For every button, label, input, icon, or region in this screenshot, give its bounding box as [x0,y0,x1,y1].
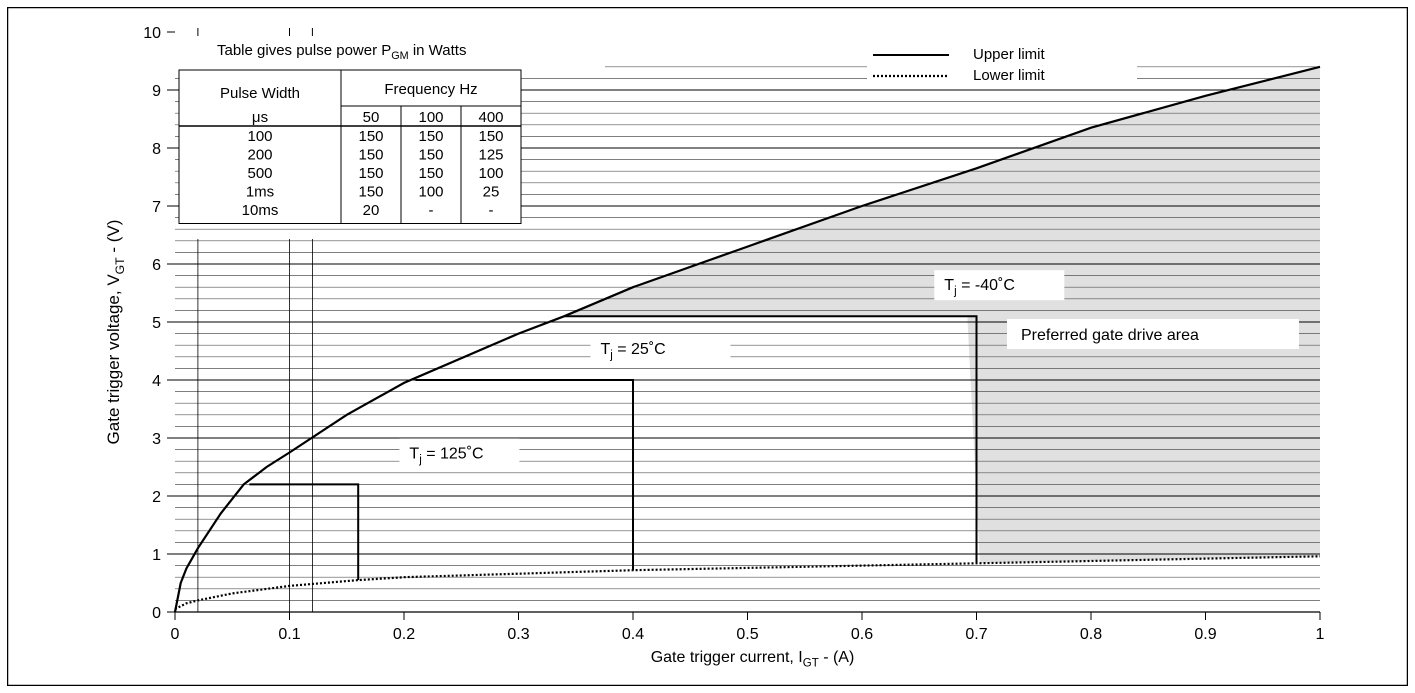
table-cell: 150 [358,184,383,201]
table-cell: 150 [418,128,443,145]
table-cell: 200 [247,147,272,164]
y-tick-label: 5 [152,315,161,332]
temp-label-1: Tj = 25˚C [600,341,665,361]
table-cell: - [489,202,494,219]
table-cell: 150 [418,147,443,164]
table-header-pulse-width: Pulse Width [220,85,300,102]
table-cell: 20 [363,202,380,219]
y-tick-label: 8 [152,141,161,158]
series-upper-limit [173,65,1321,613]
y-tick-label: 10 [143,25,161,42]
legend: Upper limit Lower limit [867,35,1137,85]
y-tick-label: 3 [152,431,161,448]
legend-label-lower: Lower limit [973,67,1046,84]
y-tick-label: 7 [152,199,161,216]
table-box [178,69,522,224]
x-tick-label: 0.7 [965,626,987,643]
table-cell: 10ms [242,202,279,219]
legend-bg [867,35,1137,85]
preferred-label-bg [1007,319,1299,349]
table-cell: 100 [478,165,503,182]
table-freq-col: 50 [363,109,380,126]
temp-label-2: Tj = -40˚C [944,277,1015,297]
y-axis-label: Gate trigger voltage, VGT - (V) [104,220,127,445]
y-tick-label: 4 [152,373,161,390]
legend-label-upper: Upper limit [973,46,1046,63]
preferred-area-fill [564,66,1320,564]
x-axis-label: Gate trigger current, IGT - (A) [651,649,855,669]
temp-label-0: Tj = 125˚C [409,445,483,465]
x-tick-label: 0.1 [278,626,300,643]
y-tick-label: 9 [152,83,161,100]
x-tick-label: 1 [1316,626,1325,643]
x-tick-label: 0.6 [851,626,873,643]
x-tick-label: 0 [171,626,180,643]
table-cell: 1ms [246,184,274,201]
table-cell: 150 [358,128,383,145]
table-cell: - [429,202,434,219]
x-tick-label: 0.4 [622,626,644,643]
table-cell: 150 [358,165,383,182]
temp-label-bg [934,270,1065,301]
table-title: Table gives pulse power PGM in Watts [217,42,466,62]
y-tick-label: 2 [152,489,161,506]
y-tick-label: 1 [152,547,161,564]
table-cell: 150 [478,128,503,145]
table-cell: 100 [418,184,443,201]
table-header-unit: μs [252,109,268,126]
table-header-frequency: Frequency Hz [384,81,477,98]
table-cell: 150 [418,165,443,182]
y-tick-label: 6 [152,257,161,274]
table-title-bg [175,32,605,70]
chart-frame: Table gives pulse power PGM in Watts Puls… [6,6,1409,687]
table-cell: 125 [478,147,503,164]
preferred-area-label: Preferred gate drive area [1021,327,1199,344]
temp-box-0 [249,483,360,581]
x-tick-label: 0.3 [507,626,529,643]
y-tick-label: 0 [152,605,161,622]
temp-label-bg [399,438,520,469]
table-cell: 100 [247,128,272,145]
series-lower-limit [174,555,1321,611]
pulse-power-table: Table gives pulse power PGM in Watts Puls… [175,32,605,224]
table-freq-col: 400 [478,109,503,126]
temp-label-bg [590,334,731,364]
x-tick-label: 0.8 [1080,626,1102,643]
table-freq-col: 100 [418,109,443,126]
temp-box-2 [564,315,978,564]
table-cell: 150 [358,147,383,164]
temp-box-1 [415,379,634,571]
table-cell: 25 [483,184,500,201]
x-tick-label: 0.5 [736,626,758,643]
gate-trigger-chart: Table gives pulse power PGM in Watts Puls… [6,6,1409,687]
table-cell: 500 [247,165,272,182]
x-tick-label: 0.9 [1194,626,1216,643]
x-tick-label: 0.2 [393,626,415,643]
